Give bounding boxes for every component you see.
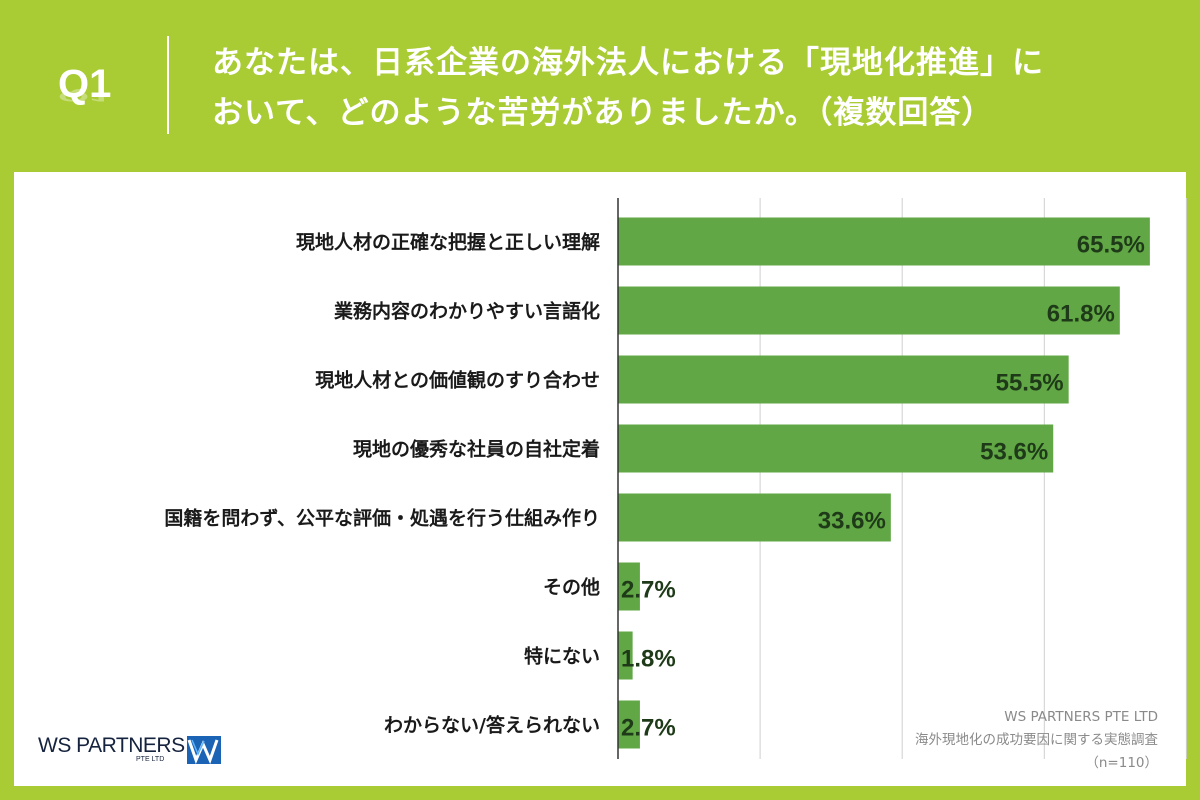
- bar-8: [618, 700, 640, 749]
- category-label-1: 現地人材の正確な把握と正しい理解: [296, 231, 600, 254]
- value-label-6: 2.7%: [621, 577, 676, 604]
- question-text-line-2: おいて、どのような苦労がありましたか。（複数回答）: [212, 95, 994, 131]
- footer-survey-title: 海外現地化の成功要因に関する実態調査: [915, 732, 1158, 748]
- value-label-7: 1.8%: [621, 646, 676, 673]
- bar-2: [618, 286, 1120, 335]
- value-label-1: 65.5%: [1077, 232, 1145, 259]
- bar-6: [618, 562, 640, 611]
- value-label-5: 33.6%: [818, 508, 886, 535]
- category-label-6: その他: [543, 576, 600, 599]
- category-label-3: 現地人材との価値観のすり合わせ: [315, 369, 600, 392]
- bar-1: [618, 217, 1150, 266]
- survey-footer: WS PARTNERS PTE LTD 海外現地化の成功要因に関する実態調査 （…: [915, 706, 1158, 775]
- logo-name: WS PARTNERS: [38, 734, 185, 757]
- category-label-5: 国籍を問わず、公平な評価・処遇を行う仕組み作り: [164, 507, 600, 530]
- category-label-7: 特にない: [524, 646, 600, 668]
- question-text: あなたは、日系企業の海外法人における「現地化推進」に おいて、どのような苦労があ…: [212, 38, 1172, 138]
- bar-7: [618, 631, 633, 680]
- question-header: Q1 Q1 あなたは、日系企業の海外法人における「現地化推進」に おいて、どのよ…: [0, 0, 1200, 170]
- value-label-8: 2.7%: [621, 715, 676, 742]
- value-label-4: 53.6%: [980, 439, 1048, 466]
- question-text-line-1: あなたは、日系企業の海外法人における「現地化推進」に: [212, 45, 1044, 81]
- value-label-3: 55.5%: [996, 370, 1064, 397]
- header-divider: [167, 36, 169, 134]
- value-label-2: 61.8%: [1047, 301, 1115, 328]
- bar-3: [618, 355, 1069, 404]
- logo-sub: PTE LTD: [136, 756, 165, 763]
- ws-partners-logo-mark-icon: [186, 736, 221, 764]
- ws-partners-logo: WS PARTNERS PTE LTD: [38, 734, 221, 764]
- chart-panel: [14, 172, 1186, 786]
- footer-sample-size: （n=110）: [1085, 755, 1158, 771]
- category-label-2: 業務内容のわかりやすい言語化: [333, 300, 600, 323]
- question-number: Q1: [58, 62, 112, 106]
- bar-4: [618, 424, 1054, 473]
- bar-5: [618, 493, 891, 542]
- category-label-8: わからない/答えられない: [384, 714, 600, 737]
- category-label-4: 現地の優秀な社員の自社定着: [353, 438, 600, 461]
- footer-company: WS PARTNERS PTE LTD: [1004, 709, 1158, 725]
